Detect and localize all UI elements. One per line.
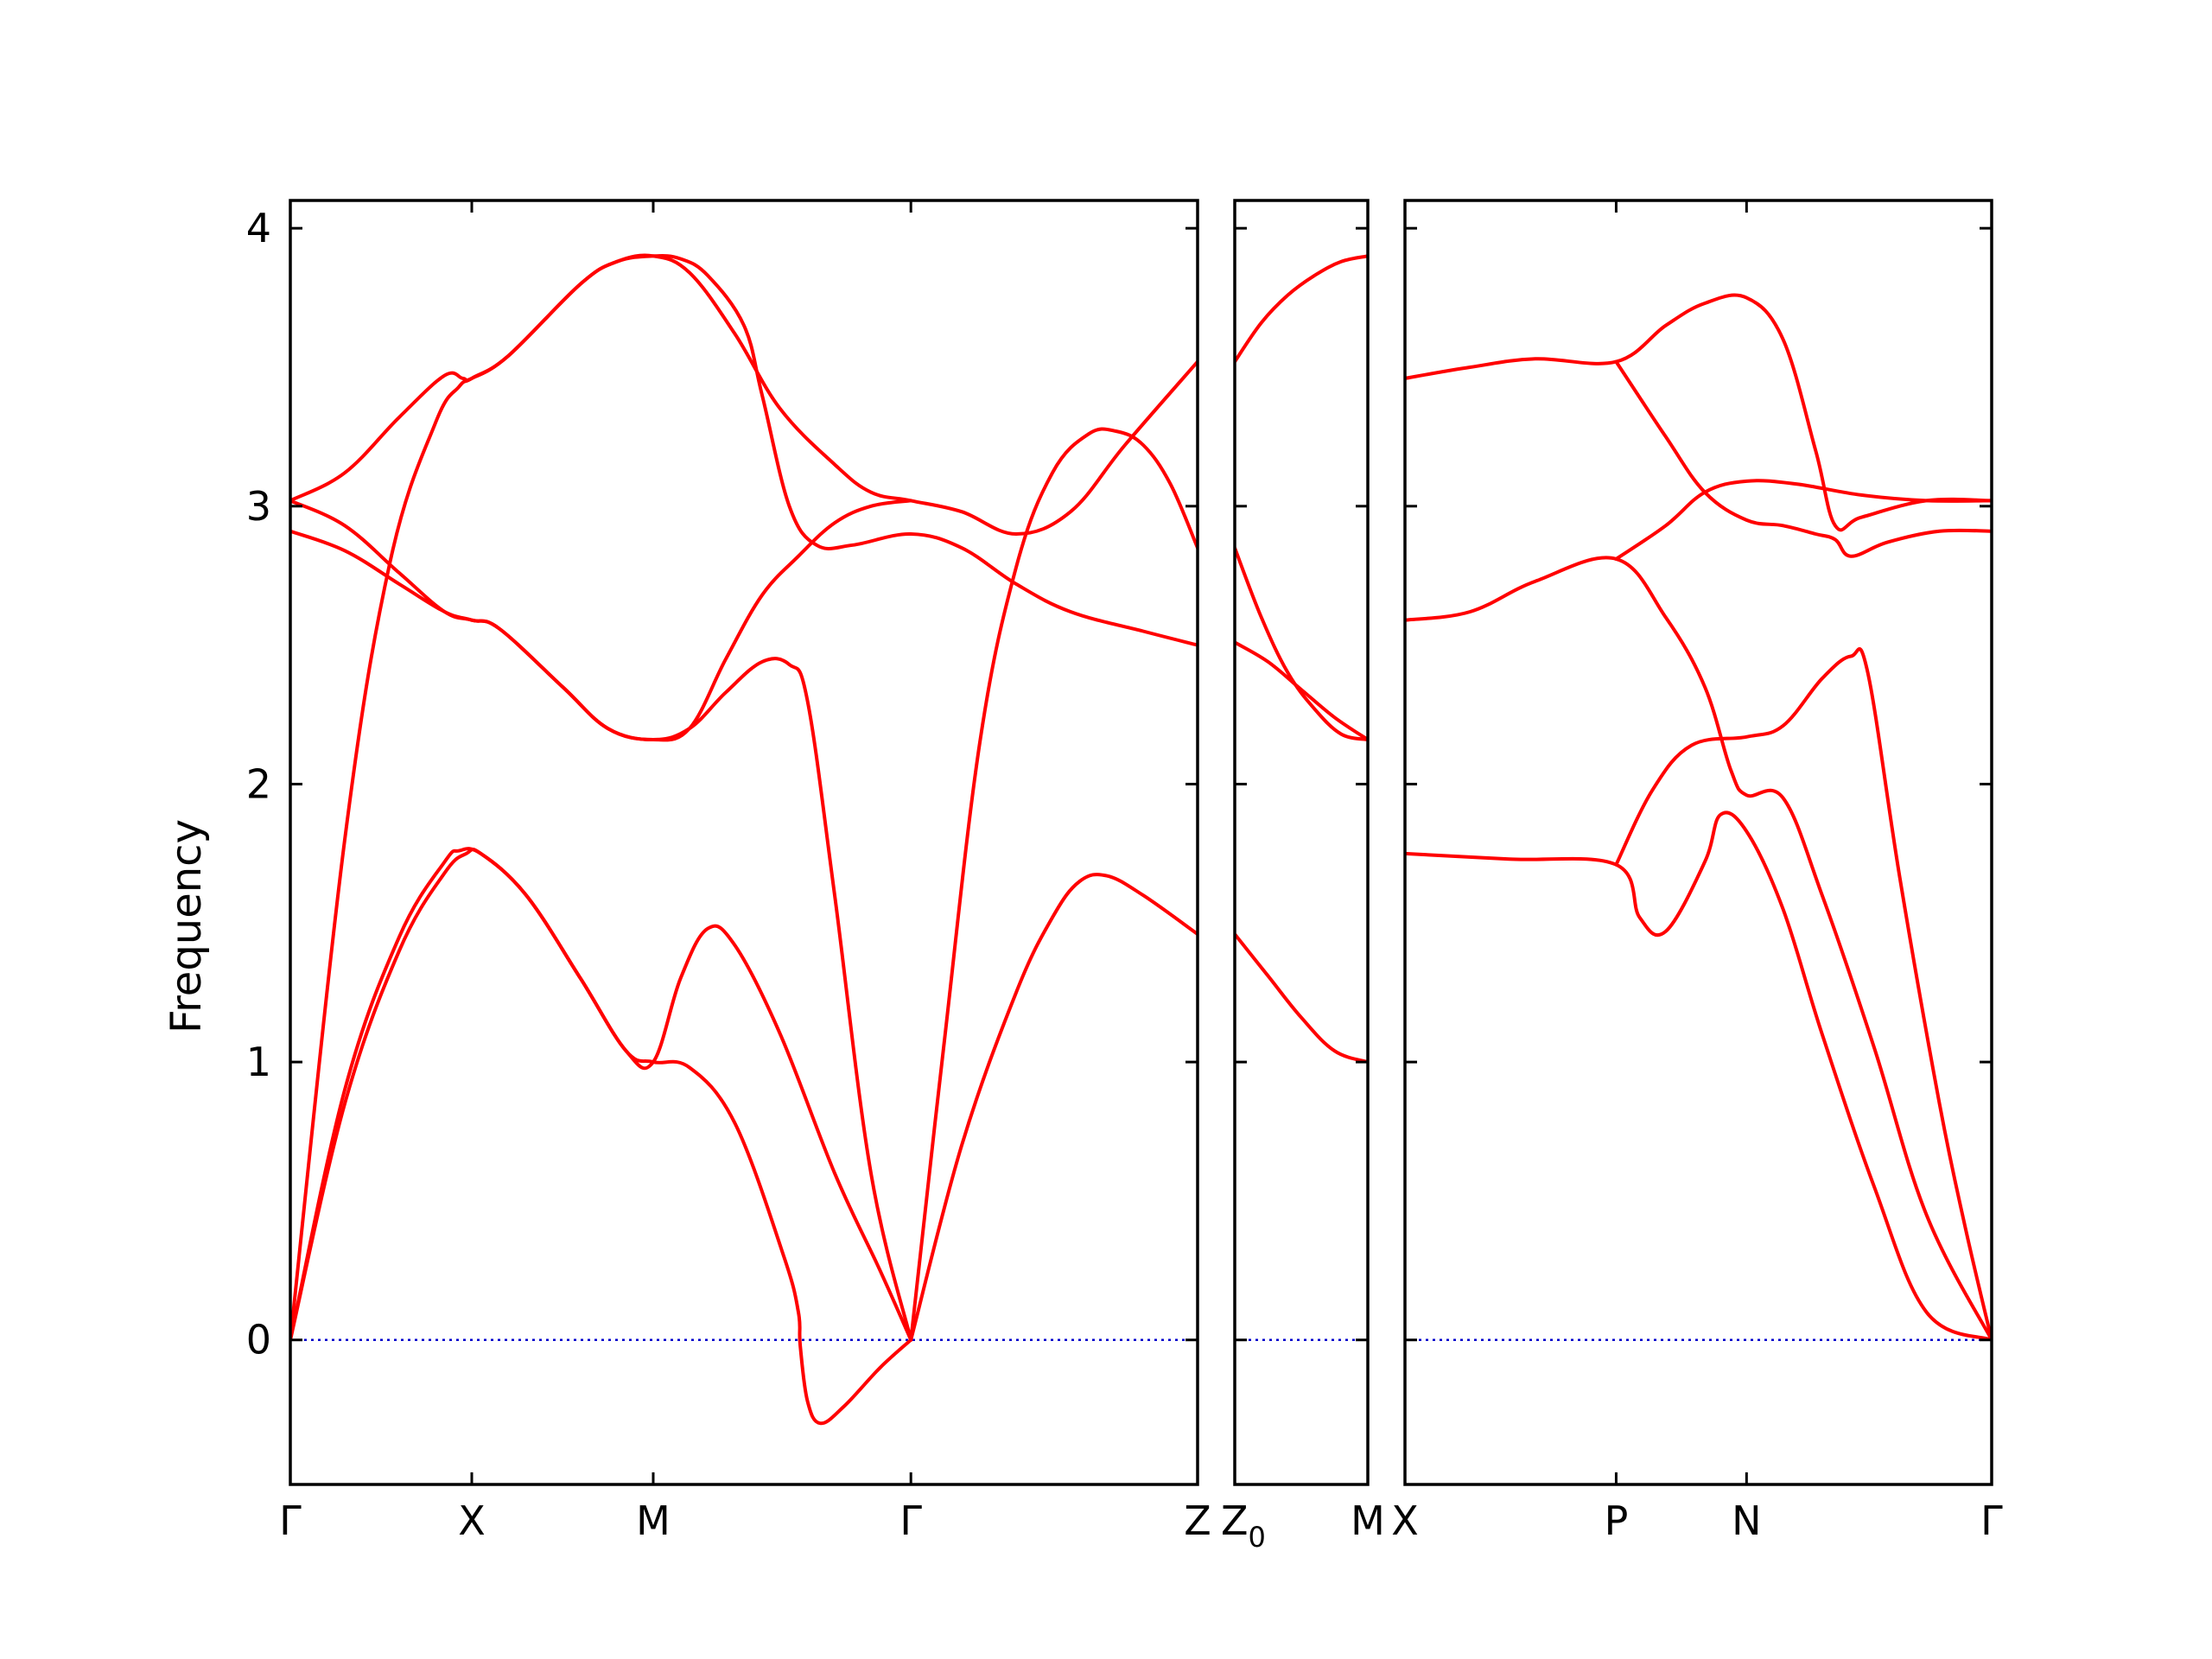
band-group [290,253,1198,1426]
x-tick-label: Z [1184,1497,1211,1544]
x-tick-label: P [1605,1497,1629,1544]
band-line-4 [1235,932,1368,1065]
band-line-3 [1235,640,1368,741]
x-tick-label-main: Z [1221,1497,1249,1544]
y-tick-label: 4 [246,205,271,251]
band-line-4 [1614,359,1992,558]
x-tick-label: Γ [279,1497,302,1544]
band-line-2 [290,847,913,1342]
band-line-7 [290,499,913,1342]
panel-2: Z0 M [1221,199,1385,1554]
x-tick-label: X [458,1497,486,1544]
y-tick-label: 2 [246,760,271,807]
x-tick-label: Z0 [1221,1497,1266,1554]
y-tick-label: 3 [246,483,271,530]
x-tick-label: X [1391,1497,1419,1544]
panel-frame [1233,199,1370,1486]
y-tick-label: 0 [246,1317,271,1363]
band-line-5 [1614,479,1992,561]
panel-frame [289,199,1199,1486]
band-line-6 [1614,647,1992,1342]
band-line-5 [290,254,1198,647]
band-line-8 [290,499,913,742]
x-tick-label-subscript: 0 [1249,1521,1266,1554]
x-tick-label: M [636,1497,671,1544]
panel-frame [1403,199,1993,1486]
x-tick-label: N [1732,1497,1761,1544]
band-line-1 [1405,810,1992,1342]
band-line-1 [290,848,913,1426]
y-tick-label: 1 [246,1039,271,1085]
y-axis-title: Frequency [162,819,211,1033]
band-line-6 [909,427,1198,1342]
band-line-1 [1235,254,1368,364]
band-group [1235,254,1368,1065]
panel-1: 0 1 2 3 4 Γ X M Γ Z [246,199,1211,1544]
band-group [1405,293,1992,1342]
x-tick-label: Γ [899,1497,922,1544]
x-tick-label: Γ [1980,1497,2003,1544]
band-line-4 [290,253,1198,1342]
band-line-2 [1405,556,1992,1342]
x-tick-label: M [1351,1497,1385,1544]
band-line-2 [1235,546,1368,741]
band-line-3 [1405,293,1992,532]
band-line-3 [909,873,1198,1342]
